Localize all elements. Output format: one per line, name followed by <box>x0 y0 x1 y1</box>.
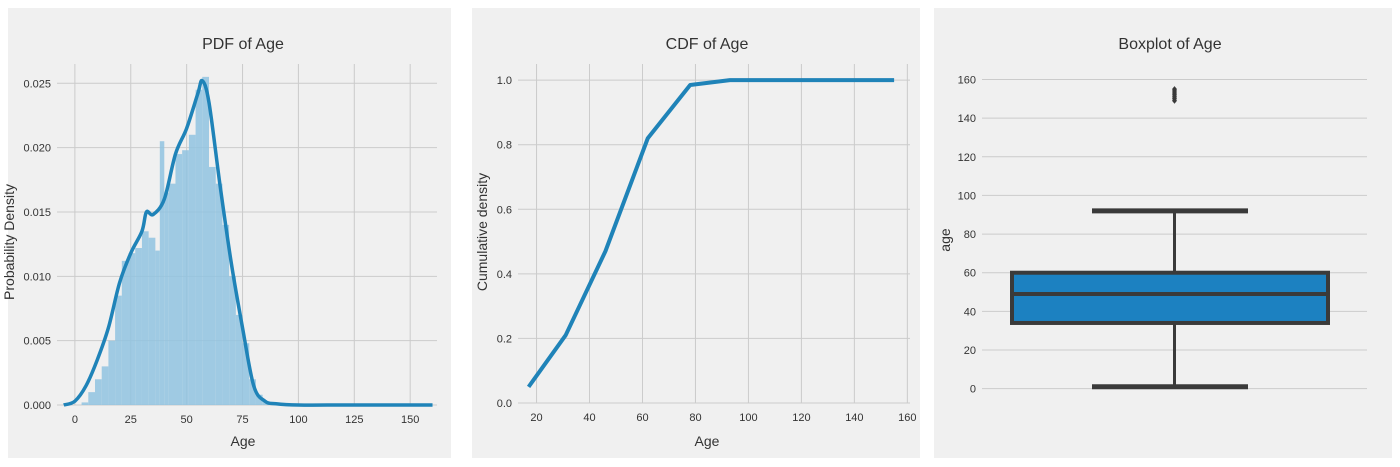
x-tick-label: 125 <box>345 414 363 426</box>
x-tick-label: 50 <box>181 414 193 426</box>
histogram-bar <box>195 89 203 406</box>
y-tick-label: 0.2 <box>497 333 512 345</box>
y-tick-label: 60 <box>964 268 976 280</box>
pdf-y-axis-label: Probability Density <box>1 184 17 300</box>
x-tick-label: 120 <box>792 412 810 424</box>
histogram-bar <box>101 366 109 405</box>
histogram-bar <box>141 231 149 405</box>
x-tick-label: 100 <box>289 414 307 426</box>
y-tick-label: 0 <box>970 384 976 396</box>
x-tick-label: 150 <box>401 414 419 426</box>
histogram-bar <box>108 340 116 405</box>
histogram-bar <box>255 394 263 405</box>
y-tick-label: 0.010 <box>23 271 51 283</box>
y-tick-label: 0.015 <box>23 207 51 219</box>
y-tick-label: 0.000 <box>23 400 51 412</box>
histogram-bar <box>242 343 250 405</box>
histogram-bar <box>209 166 216 405</box>
boxplot-panel-background <box>934 8 1392 458</box>
y-tick-label: 0.6 <box>497 204 512 216</box>
outlier-point <box>1172 86 1177 93</box>
histogram-bar <box>81 402 89 405</box>
kde-line <box>63 78 433 407</box>
cdf-line <box>526 78 895 389</box>
histogram-bar <box>235 314 243 405</box>
histogram-bar <box>229 276 236 405</box>
x-tick-label: 60 <box>636 412 648 424</box>
y-tick-label: 0.4 <box>497 269 512 281</box>
histogram-bar <box>175 154 183 405</box>
pdf-title: PDF of Age <box>202 36 284 53</box>
histogram-bar <box>159 141 165 405</box>
histogram-bar <box>249 379 256 405</box>
histogram-bar <box>95 379 102 405</box>
y-tick-label: 120 <box>958 152 976 164</box>
histogram-bar <box>215 183 223 405</box>
y-tick-label: 0.025 <box>23 78 51 90</box>
x-tick-label: 80 <box>689 412 701 424</box>
cdf-title: CDF of Age <box>666 36 749 53</box>
y-tick-label: 160 <box>958 74 976 86</box>
y-tick-label: 0.020 <box>23 143 51 155</box>
y-tick-label: 100 <box>958 190 976 202</box>
x-tick-label: 75 <box>236 414 248 426</box>
y-tick-label: 0.005 <box>23 336 51 348</box>
histogram-bar <box>188 134 196 405</box>
histogram-bar <box>135 248 142 405</box>
y-tick-label: 80 <box>964 229 976 241</box>
boxplot-chart: 0 20 40 60 80 100 120 140 160 Boxplot of Age age <box>934 8 1392 458</box>
histogram-bar <box>182 150 189 405</box>
x-tick-label: 140 <box>845 412 863 424</box>
y-tick-label: 0.8 <box>497 140 512 152</box>
histogram-bar <box>128 253 136 405</box>
cdf-y-axis-label: Cumulative density <box>474 173 490 291</box>
histogram-bar <box>88 392 95 405</box>
pdf-x-axis-label: Age <box>231 433 256 449</box>
x-tick-label: 160 <box>898 412 916 424</box>
x-tick-label: 25 <box>125 414 137 426</box>
boxplot-y-axis-label: age <box>937 228 953 252</box>
x-tick-label: 40 <box>583 412 595 424</box>
cdf-panel-background <box>472 8 920 458</box>
pdf-chart: 0.000 0.005 0.010 0.015 0.020 0.025 0 25 50 75 100… <box>1 8 451 458</box>
histogram-bar <box>115 295 122 405</box>
histogram-bar <box>168 183 176 405</box>
histogram-bar <box>164 192 169 405</box>
cdf-chart: 0.0 0.2 0.4 0.6 0.8 1.0 20 40 60 80 100 120 140 160 C… <box>472 8 920 458</box>
histogram-bar <box>222 224 230 405</box>
cdf-x-axis-label: Age <box>695 433 720 449</box>
histogram-bar <box>148 237 156 405</box>
histogram-bar <box>202 76 209 406</box>
y-tick-label: 0.0 <box>497 398 512 410</box>
histogram-bar <box>155 250 160 405</box>
boxplot-title: Boxplot of Age <box>1118 36 1221 53</box>
box-iqr <box>1010 270 1330 325</box>
x-tick-label: 0 <box>72 414 78 426</box>
histogram-bar <box>121 260 129 405</box>
y-tick-label: 40 <box>964 306 976 318</box>
x-tick-label: 20 <box>530 412 542 424</box>
x-tick-label: 100 <box>739 412 757 424</box>
y-tick-label: 140 <box>958 113 976 125</box>
y-tick-label: 1.0 <box>497 75 512 87</box>
y-tick-label: 20 <box>964 345 976 357</box>
